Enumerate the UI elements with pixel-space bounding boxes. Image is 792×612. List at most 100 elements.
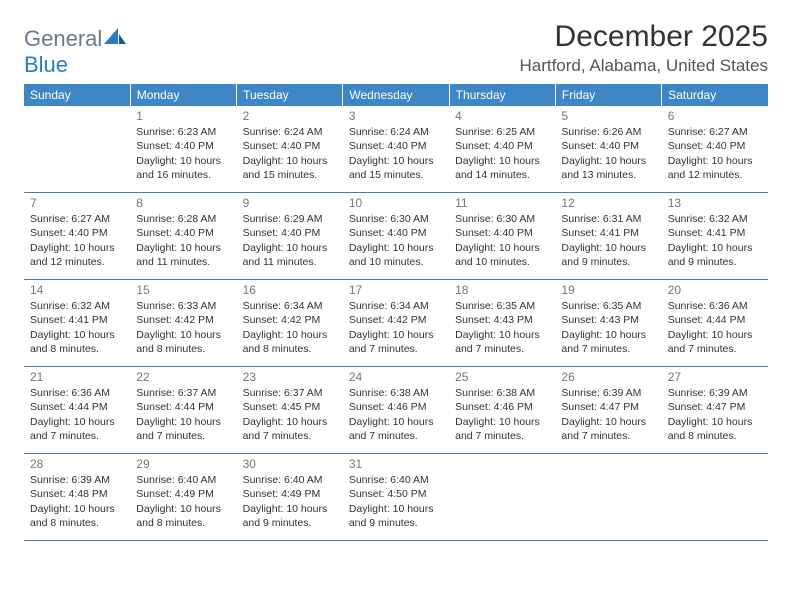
day-daylight2: and 7 minutes. (455, 429, 549, 443)
day-number: 19 (561, 282, 655, 298)
day-daylight1: Daylight: 10 hours (668, 328, 762, 342)
day-number: 11 (455, 195, 549, 211)
day-daylight1: Daylight: 10 hours (668, 415, 762, 429)
day-sunset: Sunset: 4:49 PM (243, 487, 337, 501)
page-root: General Blue December 2025 Hartford, Ala… (0, 0, 792, 541)
day-number: 14 (30, 282, 124, 298)
calendar-day-cell: 1Sunrise: 6:23 AMSunset: 4:40 PMDaylight… (130, 106, 236, 193)
calendar-day-cell: 26Sunrise: 6:39 AMSunset: 4:47 PMDayligh… (555, 367, 661, 454)
calendar-day-cell: 27Sunrise: 6:39 AMSunset: 4:47 PMDayligh… (662, 367, 768, 454)
day-daylight1: Daylight: 10 hours (136, 502, 230, 516)
day-number: 15 (136, 282, 230, 298)
day-daylight2: and 10 minutes. (455, 255, 549, 269)
day-sunrise: Sunrise: 6:33 AM (136, 299, 230, 313)
day-daylight1: Daylight: 10 hours (30, 328, 124, 342)
day-daylight2: and 13 minutes. (561, 168, 655, 182)
day-daylight1: Daylight: 10 hours (243, 502, 337, 516)
calendar-day-cell: 19Sunrise: 6:35 AMSunset: 4:43 PMDayligh… (555, 280, 661, 367)
day-daylight2: and 8 minutes. (243, 342, 337, 356)
day-daylight2: and 8 minutes. (30, 516, 124, 530)
calendar-day-cell: 9Sunrise: 6:29 AMSunset: 4:40 PMDaylight… (237, 193, 343, 280)
calendar-day-cell: 4Sunrise: 6:25 AMSunset: 4:40 PMDaylight… (449, 106, 555, 193)
day-daylight2: and 11 minutes. (243, 255, 337, 269)
day-number: 6 (668, 108, 762, 124)
day-sunset: Sunset: 4:40 PM (136, 139, 230, 153)
calendar-week-row: 14Sunrise: 6:32 AMSunset: 4:41 PMDayligh… (24, 280, 768, 367)
day-number: 1 (136, 108, 230, 124)
day-sunrise: Sunrise: 6:36 AM (30, 386, 124, 400)
day-daylight2: and 9 minutes. (349, 516, 443, 530)
day-number: 29 (136, 456, 230, 472)
calendar-day-cell (555, 454, 661, 541)
day-daylight2: and 7 minutes. (243, 429, 337, 443)
day-sunrise: Sunrise: 6:39 AM (30, 473, 124, 487)
day-daylight2: and 7 minutes. (136, 429, 230, 443)
day-daylight1: Daylight: 10 hours (243, 328, 337, 342)
day-sunrise: Sunrise: 6:28 AM (136, 212, 230, 226)
day-daylight2: and 16 minutes. (136, 168, 230, 182)
day-sunrise: Sunrise: 6:32 AM (30, 299, 124, 313)
day-daylight2: and 12 minutes. (668, 168, 762, 182)
calendar-day-cell: 18Sunrise: 6:35 AMSunset: 4:43 PMDayligh… (449, 280, 555, 367)
calendar-day-cell: 8Sunrise: 6:28 AMSunset: 4:40 PMDaylight… (130, 193, 236, 280)
day-sunset: Sunset: 4:40 PM (243, 226, 337, 240)
day-daylight1: Daylight: 10 hours (136, 154, 230, 168)
day-sunrise: Sunrise: 6:26 AM (561, 125, 655, 139)
day-sunrise: Sunrise: 6:40 AM (243, 473, 337, 487)
day-daylight1: Daylight: 10 hours (668, 154, 762, 168)
logo-text: General Blue (24, 26, 126, 78)
day-number: 20 (668, 282, 762, 298)
day-number: 27 (668, 369, 762, 385)
day-number: 22 (136, 369, 230, 385)
calendar-day-cell (662, 454, 768, 541)
calendar-day-cell: 11Sunrise: 6:30 AMSunset: 4:40 PMDayligh… (449, 193, 555, 280)
calendar-day-cell: 30Sunrise: 6:40 AMSunset: 4:49 PMDayligh… (237, 454, 343, 541)
day-sunrise: Sunrise: 6:40 AM (349, 473, 443, 487)
calendar-week-row: 28Sunrise: 6:39 AMSunset: 4:48 PMDayligh… (24, 454, 768, 541)
day-daylight1: Daylight: 10 hours (243, 241, 337, 255)
weekday-header: Wednesday (343, 84, 449, 106)
day-sunrise: Sunrise: 6:37 AM (136, 386, 230, 400)
calendar-day-cell: 31Sunrise: 6:40 AMSunset: 4:50 PMDayligh… (343, 454, 449, 541)
day-sunset: Sunset: 4:41 PM (561, 226, 655, 240)
day-daylight1: Daylight: 10 hours (561, 154, 655, 168)
day-sunrise: Sunrise: 6:32 AM (668, 212, 762, 226)
month-title: December 2025 (519, 20, 768, 54)
day-number: 12 (561, 195, 655, 211)
calendar-day-cell: 29Sunrise: 6:40 AMSunset: 4:49 PMDayligh… (130, 454, 236, 541)
day-sunset: Sunset: 4:48 PM (30, 487, 124, 501)
day-daylight1: Daylight: 10 hours (349, 415, 443, 429)
calendar-table: Sunday Monday Tuesday Wednesday Thursday… (24, 84, 768, 541)
day-number: 21 (30, 369, 124, 385)
day-daylight2: and 7 minutes. (349, 342, 443, 356)
day-daylight1: Daylight: 10 hours (668, 241, 762, 255)
day-sunset: Sunset: 4:43 PM (455, 313, 549, 327)
day-sunset: Sunset: 4:44 PM (136, 400, 230, 414)
day-sunset: Sunset: 4:40 PM (136, 226, 230, 240)
day-sunset: Sunset: 4:40 PM (561, 139, 655, 153)
day-sunrise: Sunrise: 6:25 AM (455, 125, 549, 139)
day-sunset: Sunset: 4:40 PM (455, 139, 549, 153)
day-daylight1: Daylight: 10 hours (30, 415, 124, 429)
weekday-header: Sunday (24, 84, 130, 106)
day-sunset: Sunset: 4:40 PM (668, 139, 762, 153)
day-number: 17 (349, 282, 443, 298)
day-sunrise: Sunrise: 6:36 AM (668, 299, 762, 313)
day-daylight1: Daylight: 10 hours (349, 502, 443, 516)
day-daylight1: Daylight: 10 hours (349, 241, 443, 255)
day-number: 4 (455, 108, 549, 124)
day-daylight2: and 9 minutes. (243, 516, 337, 530)
day-number: 18 (455, 282, 549, 298)
calendar-day-cell: 3Sunrise: 6:24 AMSunset: 4:40 PMDaylight… (343, 106, 449, 193)
day-daylight2: and 8 minutes. (668, 429, 762, 443)
calendar-day-cell: 15Sunrise: 6:33 AMSunset: 4:42 PMDayligh… (130, 280, 236, 367)
day-daylight1: Daylight: 10 hours (349, 328, 443, 342)
day-sunrise: Sunrise: 6:24 AM (349, 125, 443, 139)
day-sunrise: Sunrise: 6:40 AM (136, 473, 230, 487)
weekday-header-row: Sunday Monday Tuesday Wednesday Thursday… (24, 84, 768, 106)
day-sunrise: Sunrise: 6:27 AM (30, 212, 124, 226)
day-sunset: Sunset: 4:43 PM (561, 313, 655, 327)
day-sunrise: Sunrise: 6:39 AM (561, 386, 655, 400)
calendar-day-cell: 17Sunrise: 6:34 AMSunset: 4:42 PMDayligh… (343, 280, 449, 367)
calendar-day-cell: 13Sunrise: 6:32 AMSunset: 4:41 PMDayligh… (662, 193, 768, 280)
